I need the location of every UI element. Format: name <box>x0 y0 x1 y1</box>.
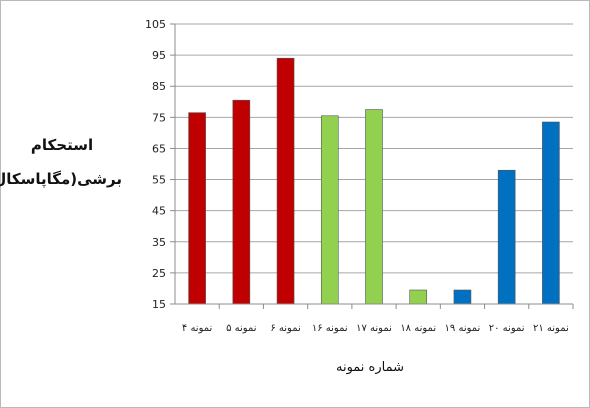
x-tick-label: نمونه ۱۶ <box>312 323 348 334</box>
y-tick-label: 105 <box>145 18 166 31</box>
y-tick-label: 65 <box>152 142 166 155</box>
y-tick-label: 25 <box>152 267 166 280</box>
x-tick-label: نمونه ۵ <box>226 323 256 334</box>
x-axis-label: شماره نمونه <box>335 360 405 375</box>
x-tick-label: نمونه ۲۰ <box>489 323 525 334</box>
bar <box>232 99 251 305</box>
x-tick-label: نمونه ۴ <box>182 323 212 334</box>
x-tick-label: نمونه ۱۷ <box>356 323 392 334</box>
y-tick-label: 95 <box>152 49 166 62</box>
y-tick-label: 55 <box>152 174 166 187</box>
y-tick-label: 75 <box>152 111 166 124</box>
bar <box>542 121 560 305</box>
y-tick-label: 15 <box>152 298 166 311</box>
bars <box>188 57 560 305</box>
bar <box>365 109 383 305</box>
bar <box>188 112 206 305</box>
y-tick-labels: 15 25 35 45 55 65 75 85 95 105 <box>145 18 166 311</box>
x-tick-label: نمونه ۲۱ <box>533 323 569 334</box>
x-tick-label: نمونه ۱۸ <box>400 323 436 334</box>
y-tick-label: 35 <box>152 236 166 249</box>
y-tick-label: 45 <box>152 205 166 218</box>
y-axis-label-line-1: استحکام <box>30 136 94 154</box>
x-tick-labels: نمونه ۴ نمونه ۵ نمونه ۶ نمونه ۱۶ نمونه ۱۷ نمو… <box>182 323 569 334</box>
y-tick-label: 85 <box>152 80 166 93</box>
bar <box>453 289 472 305</box>
bar <box>320 115 339 305</box>
y-axis-label-line-2: برشی(مگاپاسکال) <box>0 170 122 188</box>
bar <box>409 289 428 305</box>
x-tick-label: نمونه ۱۹ <box>445 323 481 334</box>
axes <box>170 23 574 309</box>
y-axis-label: استحکام برشی(مگاپاسکال) <box>0 128 122 196</box>
bar <box>497 169 516 305</box>
bar <box>276 57 295 305</box>
x-tick-label: نمونه ۶ <box>270 323 300 334</box>
